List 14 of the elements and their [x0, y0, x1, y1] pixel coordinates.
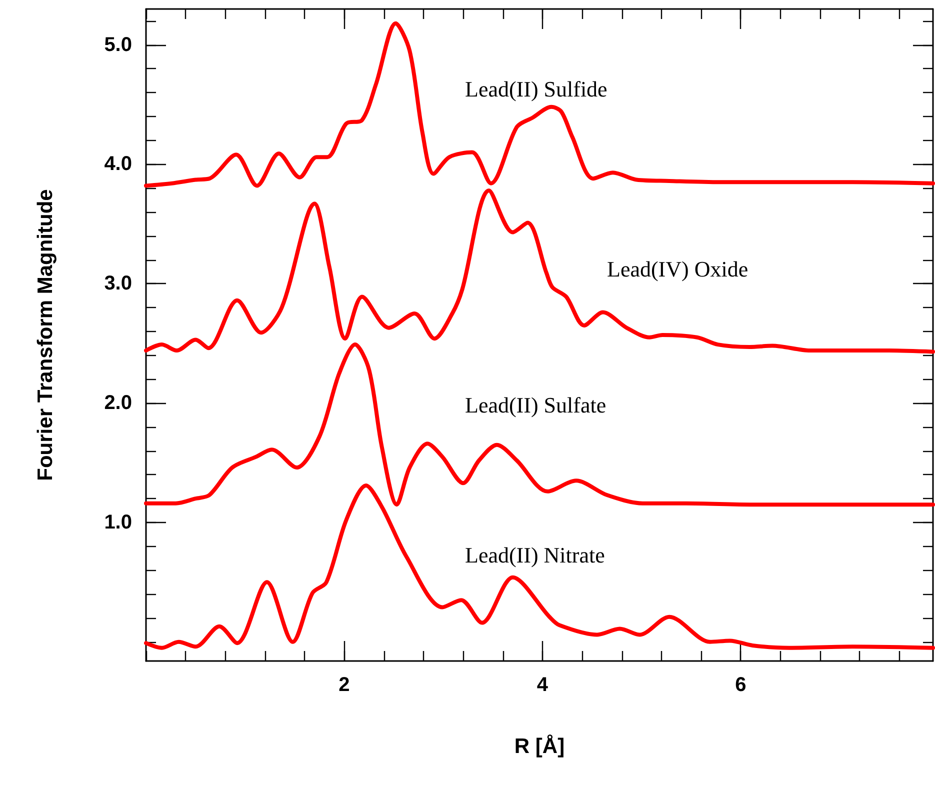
- x-tick-label: 2: [338, 674, 350, 696]
- y-tick-label: 3.0: [104, 272, 132, 295]
- series-label: Lead(II) Nitrate: [465, 542, 605, 568]
- series-label: Lead(II) Sulfate: [465, 392, 606, 418]
- series-label: Lead(IV) Oxide: [607, 256, 748, 282]
- y-axis-title: Fourier Transform Magnitude: [34, 189, 57, 481]
- y-tick-label: 1.0: [104, 511, 132, 534]
- x-axis-title: R [Å]: [514, 734, 565, 758]
- y-tick-label: 4.0: [104, 153, 132, 176]
- y-tick-label: 2.0: [104, 392, 132, 414]
- x-tick-label: 6: [735, 674, 746, 696]
- x-tick-label: 4: [536, 674, 549, 696]
- series-label: Lead(II) Sulfide: [465, 76, 608, 102]
- y-tick-label: 5.0: [104, 34, 132, 56]
